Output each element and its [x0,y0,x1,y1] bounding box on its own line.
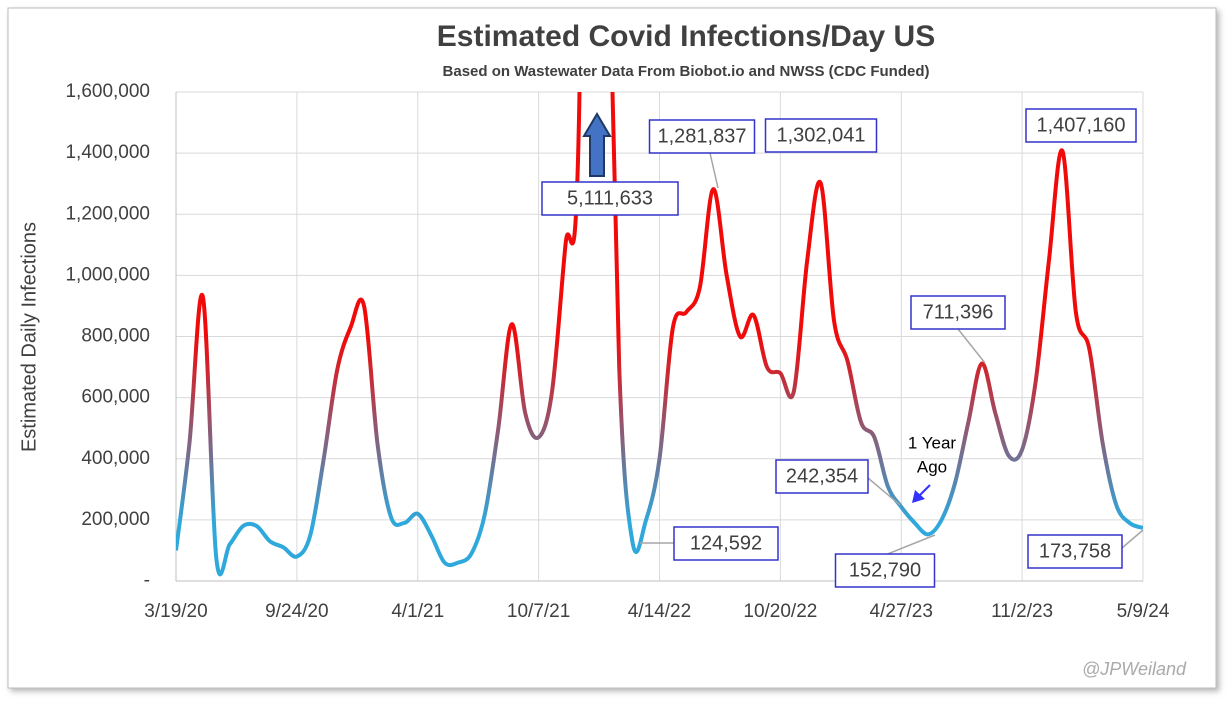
annotation: 1 Year [908,433,957,452]
x-tick-label: 4/1/21 [391,601,444,622]
x-tick-label: 10/20/22 [743,601,817,622]
value-label: 1,302,041 [777,124,866,146]
value-label-box [775,459,869,494]
y-tick-label: 1,400,000 [65,142,150,163]
value-label: 1,281,837 [658,125,747,147]
x-tick-label: 3/19/20 [144,601,207,622]
value-label: 242,354 [786,465,858,487]
value-label-box [764,118,878,153]
y-axis-label: Estimated Daily Infections [18,222,40,452]
leader-line [867,477,901,506]
value-label: 5,111,633 [567,187,653,209]
chart-subtitle: Based on Wastewater Data From Biobot.io … [443,63,930,80]
value-label: 124,592 [690,532,762,554]
y-tick-label: 200,000 [81,509,150,530]
y-tick-label: 600,000 [81,387,150,408]
value-label: 152,790 [849,559,921,581]
value-label-box [541,181,679,216]
y-tick-label: 1,000,000 [65,264,150,285]
x-tick-label: 4/27/23 [870,601,933,622]
value-label-box [834,553,936,588]
y-tick-label: 800,000 [81,326,150,347]
annotation: Ago [917,457,947,476]
x-tick-label: 9/24/20 [265,601,328,622]
leader-line [884,534,936,556]
value-label-box [1027,534,1123,569]
off-scale-arrow [582,112,612,177]
credit: @JPWeiland [1082,659,1187,679]
y-tick-label: 1,200,000 [65,203,150,224]
value-label-box [648,119,756,154]
value-label-box [910,295,1006,330]
y-tick-label: 400,000 [81,448,150,469]
annotation-arrow-head [912,490,925,503]
data-line [176,92,1143,577]
chart-title: Estimated Covid Infections/Day US [437,20,935,53]
x-tick-label: 5/9/24 [1117,601,1170,622]
value-label-box [673,526,779,561]
value-label-box [1025,108,1137,143]
value-label: 173,758 [1039,540,1111,562]
leader-line [1121,529,1144,549]
y-tick-label: 1,600,000 [65,81,150,102]
x-tick-label: 4/14/22 [628,601,691,622]
leader-line [709,152,719,189]
value-label: 711,396 [923,301,994,323]
x-tick-label: 11/2/23 [991,601,1053,622]
x-tick-label: 10/7/21 [507,601,570,622]
y-tick-label: - [144,570,150,591]
leader-line [957,328,986,364]
value-label: 1,407,160 [1037,114,1126,136]
